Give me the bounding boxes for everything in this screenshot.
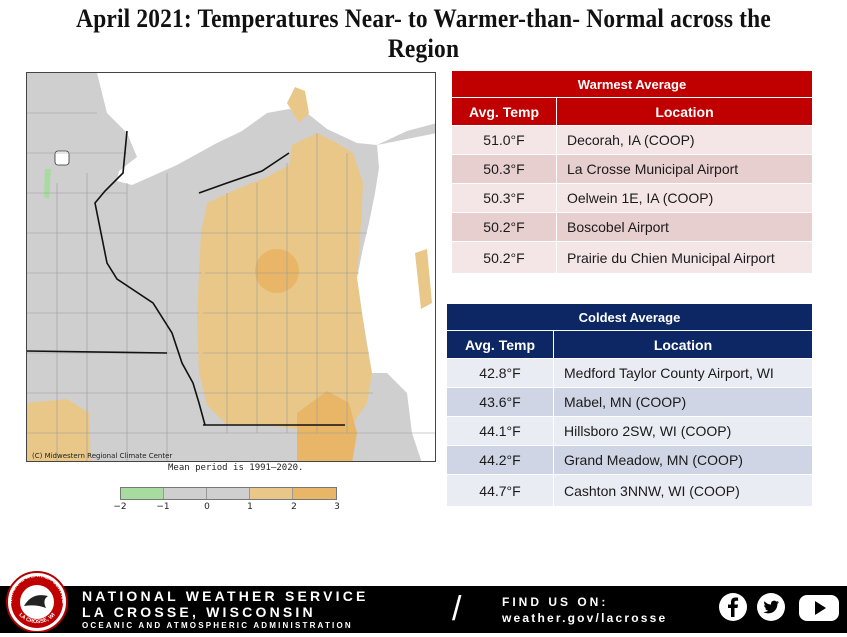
col-header-avg-temp: Avg. Temp	[451, 97, 557, 126]
legend-tick: 1	[247, 502, 253, 512]
website-link[interactable]: weather.gov/lacrosse	[502, 611, 668, 625]
table-row: 44.7°F Cashton 3NNW, WI (COOP)	[446, 474, 813, 507]
table-row: 44.2°F Grand Meadow, MN (COOP)	[446, 445, 813, 475]
table-row: 51.0°F Decorah, IA (COOP)	[451, 125, 813, 155]
map-credit: (C) Midwestern Regional Climate Center	[32, 452, 173, 460]
avg-temp-cell: 50.3°F	[451, 183, 557, 213]
avg-temp-cell: 43.6°F	[446, 387, 554, 417]
color-legend: −2 −1 0 1 2 3	[113, 487, 340, 514]
location-cell: Oelwein 1E, IA (COOP)	[556, 183, 813, 213]
footer-org-name: NATIONAL WEATHER SERVICE	[82, 588, 369, 604]
legend-tick: 2	[291, 502, 297, 512]
col-header-avg-temp: Avg. Temp	[446, 330, 554, 359]
footer-agency: OCEANIC AND ATMOSPHERIC ADMINISTRATION	[82, 621, 353, 630]
legend-tick: 3	[334, 502, 340, 512]
location-cell: Prairie du Chien Municipal Airport	[556, 241, 813, 274]
location-cell: Medford Taylor County Airport, WI	[553, 358, 813, 388]
table-row: 50.3°F Oelwein 1E, IA (COOP)	[451, 183, 813, 213]
avg-temp-cell: 50.3°F	[451, 154, 557, 184]
avg-temp-cell: 44.2°F	[446, 445, 554, 475]
temperature-departure-map	[26, 72, 436, 462]
legend-tick: −2	[113, 502, 127, 512]
coldest-average-table: Coldest Average Avg. Temp Location 42.8°…	[446, 303, 813, 507]
facebook-icon[interactable]	[718, 592, 748, 622]
avg-temp-cell: 50.2°F	[451, 241, 557, 274]
legend-swatch	[207, 488, 250, 499]
avg-temp-cell: 42.8°F	[446, 358, 554, 388]
footer-divider: /	[452, 590, 462, 628]
col-header-location: Location	[553, 330, 813, 359]
warmest-average-table: Warmest Average Avg. Temp Location 51.0°…	[451, 70, 813, 274]
avg-temp-cell: 44.7°F	[446, 474, 554, 507]
location-cell: La Crosse Municipal Airport	[556, 154, 813, 184]
find-us-label: FIND US ON:	[502, 595, 609, 609]
footer-office: LA CROSSE, WISCONSIN	[82, 604, 316, 620]
location-cell: Hillsboro 2SW, WI (COOP)	[553, 416, 813, 446]
legend-tick: 0	[204, 502, 210, 512]
location-cell: Decorah, IA (COOP)	[556, 125, 813, 155]
location-cell: Mabel, MN (COOP)	[553, 387, 813, 417]
table-row: 42.8°F Medford Taylor County Airport, WI	[446, 358, 813, 388]
legend-swatch	[293, 488, 336, 499]
youtube-icon[interactable]	[798, 592, 840, 622]
legend-tick: −1	[156, 502, 170, 512]
legend-swatch	[121, 488, 164, 499]
warmest-table-title: Warmest Average	[451, 70, 813, 98]
table-row: 44.1°F Hillsboro 2SW, WI (COOP)	[446, 416, 813, 446]
coldest-table-title: Coldest Average	[446, 303, 813, 331]
avg-temp-cell: 51.0°F	[451, 125, 557, 155]
table-row: 50.3°F La Crosse Municipal Airport	[451, 154, 813, 184]
location-cell: Grand Meadow, MN (COOP)	[553, 445, 813, 475]
legend-ticks: −2 −1 0 1 2 3	[113, 500, 340, 514]
nws-logo: NATIONAL WEATHER SERVICE LA CROSSE, WI	[2, 566, 72, 633]
footer-bar	[0, 586, 847, 633]
avg-temp-cell: 44.1°F	[446, 416, 554, 446]
location-cell: Cashton 3NNW, WI (COOP)	[553, 474, 813, 507]
legend-bar	[120, 487, 337, 500]
location-cell: Boscobel Airport	[556, 212, 813, 242]
twitter-icon[interactable]	[756, 592, 786, 622]
legend-swatch	[250, 488, 293, 499]
col-header-location: Location	[556, 97, 813, 126]
mean-period-note: Mean period is 1991–2020.	[168, 463, 304, 473]
legend-swatch	[164, 488, 207, 499]
avg-temp-cell: 50.2°F	[451, 212, 557, 242]
page-title: April 2021: Temperatures Near- to Warmer…	[76, 4, 771, 63]
table-row: 50.2°F Boscobel Airport	[451, 212, 813, 242]
table-row: 43.6°F Mabel, MN (COOP)	[446, 387, 813, 417]
table-row: 50.2°F Prairie du Chien Municipal Airpor…	[451, 241, 813, 274]
